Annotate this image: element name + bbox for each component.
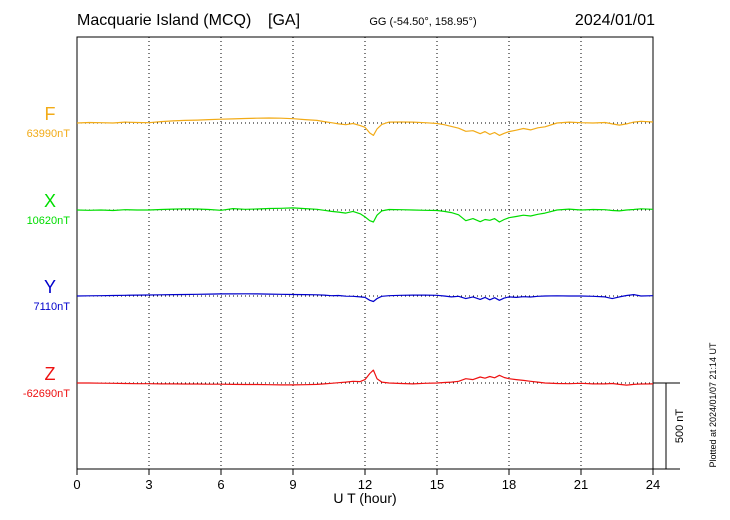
x-tick-label-9: 9: [289, 477, 296, 492]
chart-title: Macquarie Island (MCQ): [77, 12, 251, 29]
coordinates-label: GG (-54.50°, 158.95°): [369, 16, 476, 28]
x-tick-label-15: 15: [430, 477, 444, 492]
component-label-Z: Z: [45, 364, 56, 384]
component-label-Y: Y: [44, 277, 56, 297]
component-label-X: X: [44, 191, 56, 211]
series-line-Z: [77, 369, 654, 386]
x-tick-label-6: 6: [217, 477, 224, 492]
plotted-at-label: Plotted at 2024/01/07 21:14 UT: [708, 342, 718, 468]
series-layer: F 63990nT X 10620nT Y 7110nT Z -62690nT: [23, 104, 654, 400]
series-line-X: [76, 207, 654, 223]
baseline-value-F: 63990nT: [27, 128, 71, 140]
baseline-value-Y: 7110nT: [34, 301, 71, 313]
x-axis: 0 3 6 9 12 15 18 21 24: [73, 469, 660, 492]
date-label: 2024/01/01: [575, 12, 655, 29]
x-tick-label-3: 3: [145, 477, 152, 492]
x-tick-label-18: 18: [502, 477, 516, 492]
observatory-code: [GA]: [268, 12, 300, 29]
baseline-value-X: 10620nT: [27, 215, 71, 227]
component-label-F: F: [45, 104, 56, 124]
x-tick-label-12: 12: [358, 477, 372, 492]
x-tick-label-21: 21: [574, 477, 588, 492]
x-axis-label: U T (hour): [333, 490, 396, 506]
series-line-Y: [76, 293, 654, 303]
baseline-value-Z: -62690nT: [23, 388, 70, 400]
grid-lines: [77, 37, 653, 469]
x-tick-label-24: 24: [646, 477, 660, 492]
series-line-F: [76, 117, 654, 136]
x-tick-label-0: 0: [73, 477, 80, 492]
scale-label: 500 nT: [674, 409, 686, 444]
